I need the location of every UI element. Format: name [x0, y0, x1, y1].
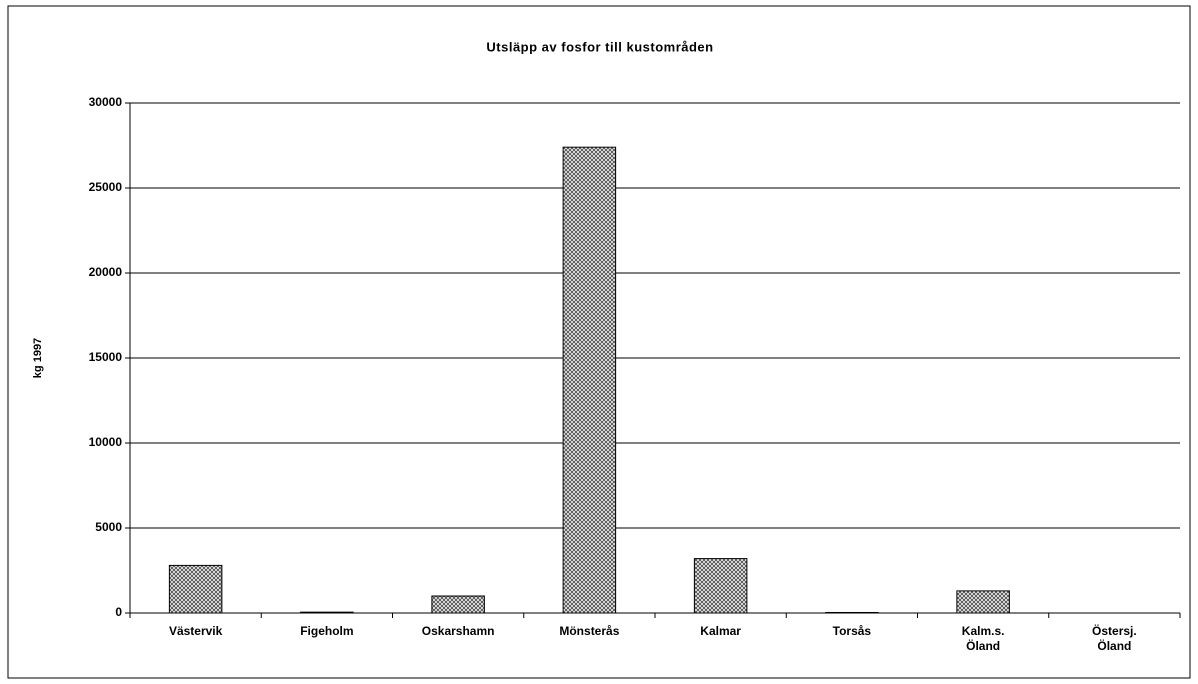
y-tick-label: 5000 [95, 520, 122, 534]
x-tick-label: Figeholm [300, 624, 354, 638]
bar [956, 590, 1010, 614]
x-tick-label: Mönsterås [559, 624, 620, 638]
y-axis-label: kg 1997 [32, 338, 44, 378]
bar [168, 564, 223, 614]
y-tick-label: 10000 [89, 435, 123, 449]
x-tick-label: Torsås [832, 624, 872, 638]
bar [562, 146, 617, 614]
bar [825, 611, 879, 614]
frame [7, 5, 1191, 679]
y-tick-label: 30000 [89, 95, 123, 109]
y-tick-label: 25000 [89, 180, 123, 194]
x-tick-label: Kalmar [700, 624, 741, 638]
x-tick-label: Västervik [168, 624, 223, 638]
y-tick-label: 20000 [89, 265, 123, 279]
bar [300, 611, 354, 614]
y-tick-label: 15000 [89, 350, 123, 364]
x-tick-label: Östersj. Öland [1092, 624, 1137, 653]
bar [693, 558, 748, 614]
x-tick-label: Kalm.s. Öland [961, 624, 1005, 653]
chart-title: Utsläpp av fosfor till kustområden [486, 39, 713, 54]
bar [431, 595, 485, 614]
x-tick-label: Oskarshamn [421, 624, 495, 638]
y-tick-label: 0 [115, 605, 122, 619]
